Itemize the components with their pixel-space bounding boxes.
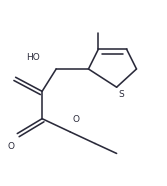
Text: S: S bbox=[118, 90, 124, 99]
Text: O: O bbox=[8, 142, 15, 151]
Text: HO: HO bbox=[26, 53, 40, 62]
Text: O: O bbox=[72, 115, 79, 124]
